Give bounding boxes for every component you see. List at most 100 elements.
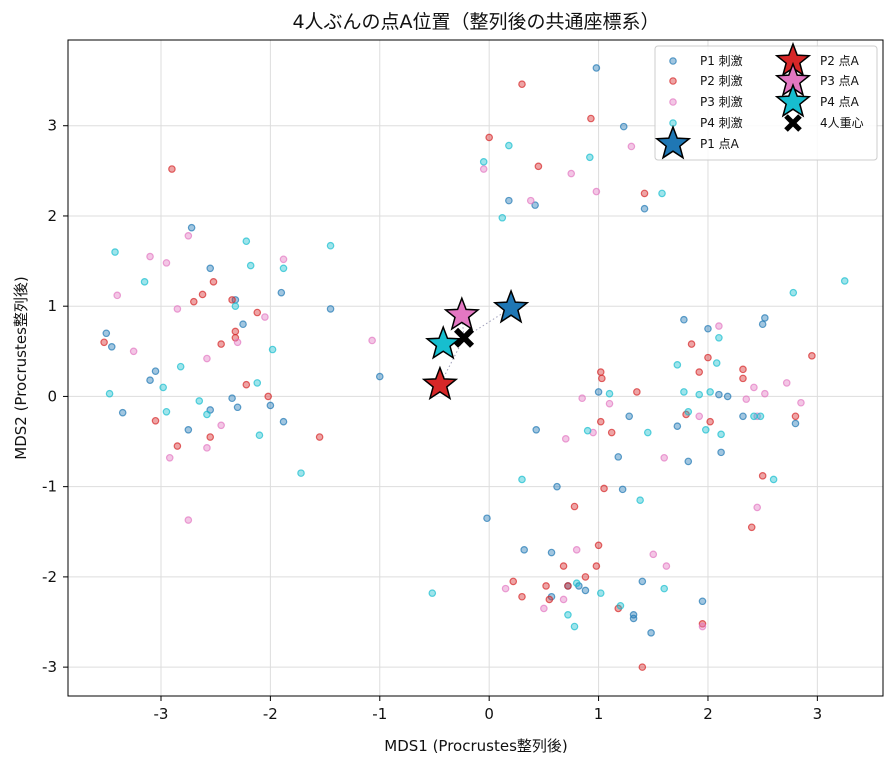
stimulus-point — [483, 514, 491, 523]
series-p1-stimuli — [102, 64, 800, 637]
stimulus-point — [553, 482, 561, 491]
legend-label: P2 刺激 — [700, 74, 743, 88]
stimulus-point — [187, 223, 196, 232]
stimulus-point — [326, 241, 335, 250]
stimulus-point — [107, 342, 116, 351]
stimulus-point — [797, 398, 805, 407]
stimulus-point — [640, 189, 649, 198]
stimulus-point — [636, 496, 644, 504]
stimulus-point — [684, 407, 693, 416]
stimulus-point — [570, 502, 579, 511]
stimulus-point — [594, 388, 603, 396]
legend-dot-marker — [669, 77, 677, 85]
stimulus-point — [206, 433, 215, 441]
legend: P1 刺激 P2 刺激 P3 刺激 P4 刺激 P1 点A P2 点A P3 点A P4 点A… — [654, 41, 878, 161]
stimulus-point — [712, 359, 721, 367]
stimulus-point — [531, 201, 539, 209]
stimulus-point — [184, 426, 193, 434]
stimulus-point — [190, 297, 198, 306]
stimulus-point — [100, 338, 108, 347]
stimulus-point — [680, 315, 688, 324]
centroid-x-mark — [453, 327, 475, 348]
stimulus-point — [518, 80, 526, 89]
y-tick-label: 0 — [47, 387, 57, 405]
stimulus-point — [753, 503, 761, 512]
stimulus-point — [140, 278, 149, 286]
stimulus-point — [233, 403, 242, 412]
legend-x-marker-shape — [784, 114, 802, 132]
stimulus-point — [658, 189, 666, 198]
stimulus-point — [162, 259, 171, 267]
legend-label: 4人重心 — [820, 116, 864, 130]
stimulus-point — [583, 426, 592, 435]
stimulus-point — [791, 419, 800, 428]
stimulus-point — [532, 426, 541, 434]
stimulus-point — [564, 610, 572, 619]
stimulus-point — [162, 407, 171, 416]
stimulus-point — [261, 313, 269, 321]
x-tick-label: 1 — [594, 705, 604, 723]
stimulus-point — [266, 401, 275, 410]
stimulus-point — [704, 324, 712, 333]
stimulus-point — [758, 320, 767, 329]
stimulus-point — [479, 165, 488, 173]
stimulus-point — [375, 372, 384, 381]
stimulus-point — [572, 546, 581, 554]
stimulus-point — [756, 412, 765, 421]
stimulus-point — [592, 187, 601, 196]
stimulus-point — [673, 361, 682, 369]
y-axis-label: MDS2 (Procrustes整列後) — [12, 276, 30, 460]
stimulus-point — [297, 469, 305, 477]
stimulus-point — [625, 412, 634, 421]
stimulus-point — [534, 162, 543, 171]
x-tick-label: -1 — [372, 705, 387, 723]
stimulus-point — [518, 592, 526, 601]
stimulus-point — [542, 582, 550, 590]
y-tick-label: 2 — [47, 207, 57, 225]
stimulus-point — [662, 562, 671, 570]
stimulus-point — [616, 601, 625, 610]
stimulus-point — [578, 394, 586, 403]
stimulus-point — [501, 584, 510, 593]
stimulus-point — [596, 589, 605, 597]
stimulus-point — [701, 426, 710, 434]
chart-title: 4人ぶんの点A位置（整列後の共通座標系） — [292, 11, 659, 33]
stimulus-point — [217, 340, 225, 348]
stimulus-point — [479, 158, 488, 166]
stimulus-point — [673, 422, 682, 431]
stimulus-point — [605, 399, 614, 408]
legend-label: P2 点A — [820, 54, 860, 68]
y-tick-label: -3 — [42, 658, 57, 676]
stimulus-point — [581, 573, 590, 581]
stimulus-point — [279, 264, 288, 273]
point-a-star-p2 — [421, 365, 459, 401]
stimulus-point — [594, 541, 603, 550]
y-tick-label: -1 — [42, 478, 57, 496]
stimulus-point — [159, 383, 167, 392]
stimulus-point — [518, 475, 526, 484]
stimulus-point — [105, 389, 114, 398]
point-a-star-p3 — [443, 296, 481, 331]
stimulus-point — [687, 340, 696, 348]
stimulus-point — [505, 196, 513, 205]
x-tick-label: 3 — [813, 705, 823, 723]
stimulus-point — [706, 388, 714, 396]
stimulus-point — [627, 142, 636, 151]
stimulus-point — [643, 428, 652, 437]
stimulus-point — [695, 412, 704, 421]
stimulus-point — [173, 442, 182, 450]
stimulus-point — [195, 397, 204, 405]
stimulus-point — [808, 352, 816, 360]
stimulus-point — [561, 435, 570, 443]
legend-label: P1 刺激 — [700, 54, 743, 68]
stimulus-point — [253, 379, 262, 387]
point-a-star-p1 — [492, 288, 530, 324]
stimulus-point — [203, 444, 211, 452]
stimulus-point — [151, 367, 160, 375]
stimulus-point — [581, 586, 590, 595]
stimulus-point — [640, 204, 649, 213]
stimulus-point — [660, 453, 669, 462]
stimulus-point — [633, 388, 641, 396]
stimulus-point — [326, 305, 335, 313]
stimulus-point — [203, 410, 211, 419]
